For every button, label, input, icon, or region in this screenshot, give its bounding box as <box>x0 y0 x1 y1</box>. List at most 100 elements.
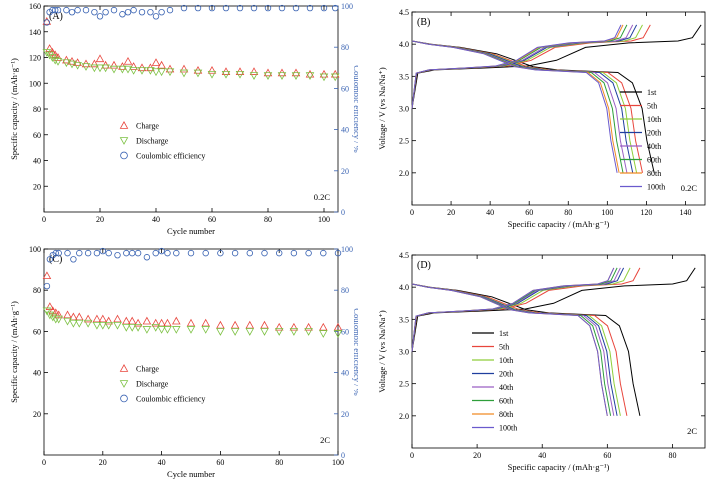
charge-point <box>163 318 172 327</box>
legend-charge: Charge <box>136 121 159 130</box>
efficiency-point <box>52 249 59 257</box>
discharge-point <box>263 72 273 80</box>
efficiency-point <box>46 256 54 263</box>
discharge-point <box>53 58 63 66</box>
discharge-point <box>146 67 155 75</box>
charge-point <box>95 54 105 63</box>
cycling-chart-2c: 0 20 40 60 80 100 20 40 60 80 100 Cycle number Speci… <box>9 245 358 479</box>
charge-curve-1st <box>411 24 702 109</box>
discharge-point <box>48 313 58 322</box>
discharge-point <box>216 328 225 336</box>
efficiency-point <box>99 247 106 255</box>
legend-label-20th: 20th <box>499 370 513 379</box>
charge-point <box>123 56 133 65</box>
efficiency-point <box>320 4 328 12</box>
efficiency-point <box>194 4 202 12</box>
y-tick-label: 3.0 <box>399 348 409 357</box>
y2-tick-label: 100 <box>341 2 353 11</box>
discharge-point <box>289 328 299 336</box>
charge-point <box>304 322 313 331</box>
discharge-point <box>163 326 172 334</box>
discharge-point <box>179 69 189 78</box>
legend-discharge-marker <box>119 380 129 388</box>
rate-label: 2C <box>320 435 330 445</box>
discharge-curve-100th <box>411 40 618 173</box>
x-tick-label: 120 <box>640 208 652 217</box>
discharge-point <box>157 326 166 334</box>
x-tick-label: 40 <box>538 451 546 460</box>
discharge-curve-1st <box>411 40 655 173</box>
discharge-point <box>157 68 166 77</box>
efficiency-point <box>166 6 174 14</box>
charge-point <box>172 316 181 325</box>
y2-tick-label: 0 <box>341 451 345 460</box>
legend-efficiency: Coulombic efficiency <box>136 151 205 160</box>
charge-point <box>133 318 143 327</box>
charge-point <box>83 314 93 323</box>
discharge-point <box>249 72 259 80</box>
discharge-point <box>207 70 217 79</box>
efficiency-point <box>55 249 62 257</box>
y-tick-label: 4.5 <box>399 8 409 17</box>
legend-label-1st: 1st <box>647 88 657 97</box>
legend-efficiency-marker <box>120 151 128 160</box>
y-tick-label: 4.5 <box>399 251 409 260</box>
efficiency-point <box>320 249 327 257</box>
efficiency-point <box>264 4 272 12</box>
discharge-point <box>45 311 55 320</box>
charge-point <box>245 320 255 329</box>
discharge-point <box>73 61 82 70</box>
y2-tick-label: 40 <box>341 369 349 378</box>
discharge-point <box>113 321 122 330</box>
efficiency-point <box>143 254 151 261</box>
y-axis-label: Specific capacity / (mAh·g⁻¹) <box>9 58 19 160</box>
charge-point <box>151 58 161 66</box>
efficiency-point <box>246 249 253 257</box>
x-axis-label: Specific capacity / (mAh·g⁻¹) <box>508 462 610 472</box>
y-tick-label: 120 <box>29 54 41 63</box>
y-tick-label: 140 <box>29 28 41 37</box>
discharge-point <box>95 64 105 73</box>
discharge-point <box>304 328 313 336</box>
y-tick-label: 4.0 <box>399 40 409 49</box>
x-tick-label: 80 <box>264 215 272 224</box>
legend-efficiency: Coulombic efficiency <box>136 394 205 403</box>
discharge-point <box>137 67 147 75</box>
discharge-point <box>90 64 99 73</box>
x-tick-label: 20 <box>473 451 481 460</box>
x-tick-label: 0 <box>410 451 414 460</box>
legend-label-100th: 100th <box>499 424 517 433</box>
discharge-point <box>62 59 71 68</box>
efficiency-point <box>124 8 132 16</box>
y-tick-label: 160 <box>29 2 41 11</box>
y2-axis-label: Coulombic efficiency / % <box>352 308 358 395</box>
charge-point <box>157 318 166 327</box>
discharge-point <box>201 326 210 334</box>
charge-point <box>179 64 189 73</box>
discharge-point <box>45 51 54 60</box>
efficiency-point <box>276 249 283 257</box>
charge-point <box>249 67 259 75</box>
discharge-point <box>319 330 328 338</box>
y-tick-label: 20 <box>33 410 41 419</box>
discharge-point <box>118 65 127 74</box>
x-tick-label: 100 <box>601 208 613 217</box>
legend-label-60th: 60th <box>647 156 661 165</box>
efficiency-point <box>236 4 244 12</box>
y2-tick-label: 40 <box>341 126 349 135</box>
efficiency-point <box>43 19 50 26</box>
legend-label-100th: 100th <box>647 183 665 192</box>
charge-curve-100th <box>411 267 615 352</box>
y-tick-label: 3.0 <box>399 105 409 114</box>
efficiency-point <box>134 249 142 257</box>
y-tick-label: 2.0 <box>399 169 409 178</box>
x-tick-label: 20 <box>447 208 455 217</box>
y2-tick-label: 0 <box>341 208 345 217</box>
efficiency-point <box>187 249 195 257</box>
efficiency-point <box>84 249 92 257</box>
discharge-point <box>98 321 108 330</box>
panel-label: (C) <box>49 254 62 265</box>
efficiency-point <box>158 8 165 16</box>
y2-axis-label: Coulombic efficiency / % <box>352 65 358 152</box>
x-tick-label: 40 <box>152 215 160 224</box>
